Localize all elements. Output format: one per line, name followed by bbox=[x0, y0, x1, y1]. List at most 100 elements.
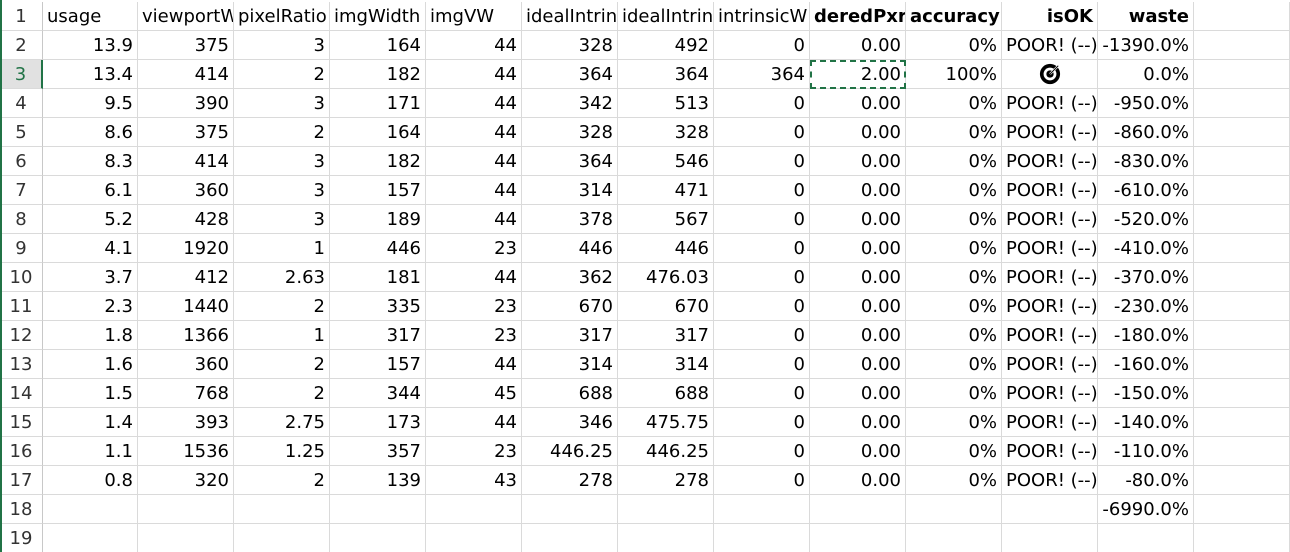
cell-viewportw[interactable]: 393 bbox=[138, 408, 234, 437]
cell-idealintrin-b[interactable]: 317 bbox=[618, 321, 714, 350]
cell-deredpxr[interactable]: 0.00 bbox=[810, 292, 906, 321]
cell-deredpxr[interactable]: 0.00 bbox=[810, 147, 906, 176]
cell-accuracy[interactable] bbox=[906, 524, 1002, 552]
cell-accuracy[interactable]: 0% bbox=[906, 89, 1002, 118]
row-header[interactable]: 18 bbox=[0, 495, 43, 524]
cell-intrinsicw[interactable]: 0 bbox=[714, 234, 810, 263]
cell-intrinsicw[interactable] bbox=[714, 495, 810, 524]
cell-imgwidth[interactable]: 157 bbox=[330, 176, 426, 205]
cell-imgwidth[interactable]: 182 bbox=[330, 147, 426, 176]
cell-accuracy[interactable]: 0% bbox=[906, 466, 1002, 495]
cell-imgvw[interactable]: 23 bbox=[426, 292, 522, 321]
cell-viewportw[interactable] bbox=[138, 524, 234, 552]
header-cell-idealintrin-a[interactable]: idealIntrin bbox=[522, 2, 618, 31]
cell-pixelratio[interactable]: 1 bbox=[234, 234, 330, 263]
empty-cell[interactable] bbox=[1194, 205, 1290, 234]
cell-pixelratio[interactable]: 3 bbox=[234, 176, 330, 205]
cell-pixelratio[interactable]: 2.63 bbox=[234, 263, 330, 292]
cell-waste[interactable]: -160.0% bbox=[1098, 350, 1194, 379]
cell-deredpxr[interactable]: 0.00 bbox=[810, 263, 906, 292]
cell-usage[interactable] bbox=[43, 495, 138, 524]
cell-waste[interactable]: 0.0% bbox=[1098, 60, 1194, 89]
cell-accuracy[interactable]: 0% bbox=[906, 147, 1002, 176]
row-header[interactable]: 4 bbox=[0, 89, 43, 118]
cell-accuracy[interactable] bbox=[906, 495, 1002, 524]
cell-imgwidth[interactable]: 157 bbox=[330, 350, 426, 379]
cell-idealintrin-a[interactable]: 364 bbox=[522, 147, 618, 176]
cell-imgvw[interactable]: 44 bbox=[426, 176, 522, 205]
cell-imgvw[interactable]: 23 bbox=[426, 321, 522, 350]
cell-imgvw[interactable]: 44 bbox=[426, 408, 522, 437]
cell-pixelratio[interactable]: 3 bbox=[234, 147, 330, 176]
cell-usage[interactable] bbox=[43, 524, 138, 552]
cell-imgwidth[interactable]: 173 bbox=[330, 408, 426, 437]
cell-usage[interactable]: 1.4 bbox=[43, 408, 138, 437]
cell-imgvw[interactable]: 45 bbox=[426, 379, 522, 408]
cell-viewportw[interactable]: 375 bbox=[138, 118, 234, 147]
cell-pixelratio[interactable] bbox=[234, 495, 330, 524]
cell-imgwidth[interactable]: 171 bbox=[330, 89, 426, 118]
empty-cell[interactable] bbox=[1194, 176, 1290, 205]
cell-accuracy[interactable]: 0% bbox=[906, 321, 1002, 350]
cell-pixelratio[interactable]: 2 bbox=[234, 118, 330, 147]
empty-cell[interactable] bbox=[1194, 379, 1290, 408]
empty-cell[interactable] bbox=[1194, 147, 1290, 176]
cell-usage[interactable]: 1.1 bbox=[43, 437, 138, 466]
cell-waste[interactable]: -520.0% bbox=[1098, 205, 1194, 234]
cell-idealintrin-b[interactable]: 688 bbox=[618, 379, 714, 408]
cell-accuracy[interactable]: 0% bbox=[906, 263, 1002, 292]
header-cell-usage[interactable]: usage bbox=[43, 2, 138, 31]
cell-imgwidth[interactable]: 164 bbox=[330, 118, 426, 147]
cell-usage[interactable]: 13.9 bbox=[43, 31, 138, 60]
cell-imgvw[interactable]: 44 bbox=[426, 350, 522, 379]
cell-pixelratio[interactable]: 2 bbox=[234, 379, 330, 408]
cell-idealintrin-b[interactable]: 446.25 bbox=[618, 437, 714, 466]
cell-waste[interactable]: -80.0% bbox=[1098, 466, 1194, 495]
empty-cell[interactable] bbox=[1194, 31, 1290, 60]
cell-usage[interactable]: 5.2 bbox=[43, 205, 138, 234]
row-header[interactable]: 9 bbox=[0, 234, 43, 263]
cell-imgwidth[interactable]: 164 bbox=[330, 31, 426, 60]
cell-isok[interactable]: POOR! (--) bbox=[1002, 292, 1098, 321]
cell-idealintrin-a[interactable]: 362 bbox=[522, 263, 618, 292]
cell-imgwidth[interactable]: 317 bbox=[330, 321, 426, 350]
cell-idealintrin-a[interactable]: 670 bbox=[522, 292, 618, 321]
cell-idealintrin-b[interactable]: 567 bbox=[618, 205, 714, 234]
row-header[interactable]: 1 bbox=[0, 2, 43, 31]
cell-pixelratio[interactable]: 2 bbox=[234, 60, 330, 89]
cell-usage[interactable]: 0.8 bbox=[43, 466, 138, 495]
row-header[interactable]: 11 bbox=[0, 292, 43, 321]
row-header[interactable]: 12 bbox=[0, 321, 43, 350]
cell-isok[interactable]: POOR! (--) bbox=[1002, 408, 1098, 437]
header-cell-deredpxr[interactable]: deredPxr bbox=[810, 2, 906, 31]
cell-isok[interactable]: POOR! (--) bbox=[1002, 205, 1098, 234]
cell-deredpxr[interactable]: 0.00 bbox=[810, 350, 906, 379]
row-header[interactable]: 5 bbox=[0, 118, 43, 147]
cell-viewportw[interactable]: 375 bbox=[138, 31, 234, 60]
cell-intrinsicw[interactable]: 0 bbox=[714, 176, 810, 205]
cell-idealintrin-a[interactable] bbox=[522, 495, 618, 524]
cell-accuracy[interactable]: 0% bbox=[906, 205, 1002, 234]
cell-isok[interactable]: POOR! (--) bbox=[1002, 147, 1098, 176]
cell-usage[interactable]: 3.7 bbox=[43, 263, 138, 292]
cell-imgvw[interactable] bbox=[426, 495, 522, 524]
header-cell-viewportw[interactable]: viewportW bbox=[138, 2, 234, 31]
cell-isok[interactable]: POOR! (--) bbox=[1002, 118, 1098, 147]
cell-waste[interactable]: -950.0% bbox=[1098, 89, 1194, 118]
header-cell-accuracy[interactable]: accuracy bbox=[906, 2, 1002, 31]
cell-imgwidth[interactable]: 189 bbox=[330, 205, 426, 234]
cell-accuracy[interactable]: 0% bbox=[906, 437, 1002, 466]
cell-intrinsicw[interactable]: 0 bbox=[714, 437, 810, 466]
cell-deredpxr[interactable] bbox=[810, 524, 906, 552]
cell-pixelratio[interactable]: 1 bbox=[234, 321, 330, 350]
cell-imgvw[interactable]: 23 bbox=[426, 437, 522, 466]
cell-intrinsicw[interactable]: 0 bbox=[714, 118, 810, 147]
cell-pixelratio[interactable]: 2 bbox=[234, 292, 330, 321]
cell-viewportw[interactable]: 414 bbox=[138, 60, 234, 89]
cell-viewportw[interactable]: 428 bbox=[138, 205, 234, 234]
cell-usage[interactable]: 2.3 bbox=[43, 292, 138, 321]
cell-isok[interactable]: POOR! (--) bbox=[1002, 89, 1098, 118]
cell-waste[interactable]: -110.0% bbox=[1098, 437, 1194, 466]
cell-intrinsicw[interactable]: 0 bbox=[714, 205, 810, 234]
cell-imgvw[interactable]: 44 bbox=[426, 60, 522, 89]
